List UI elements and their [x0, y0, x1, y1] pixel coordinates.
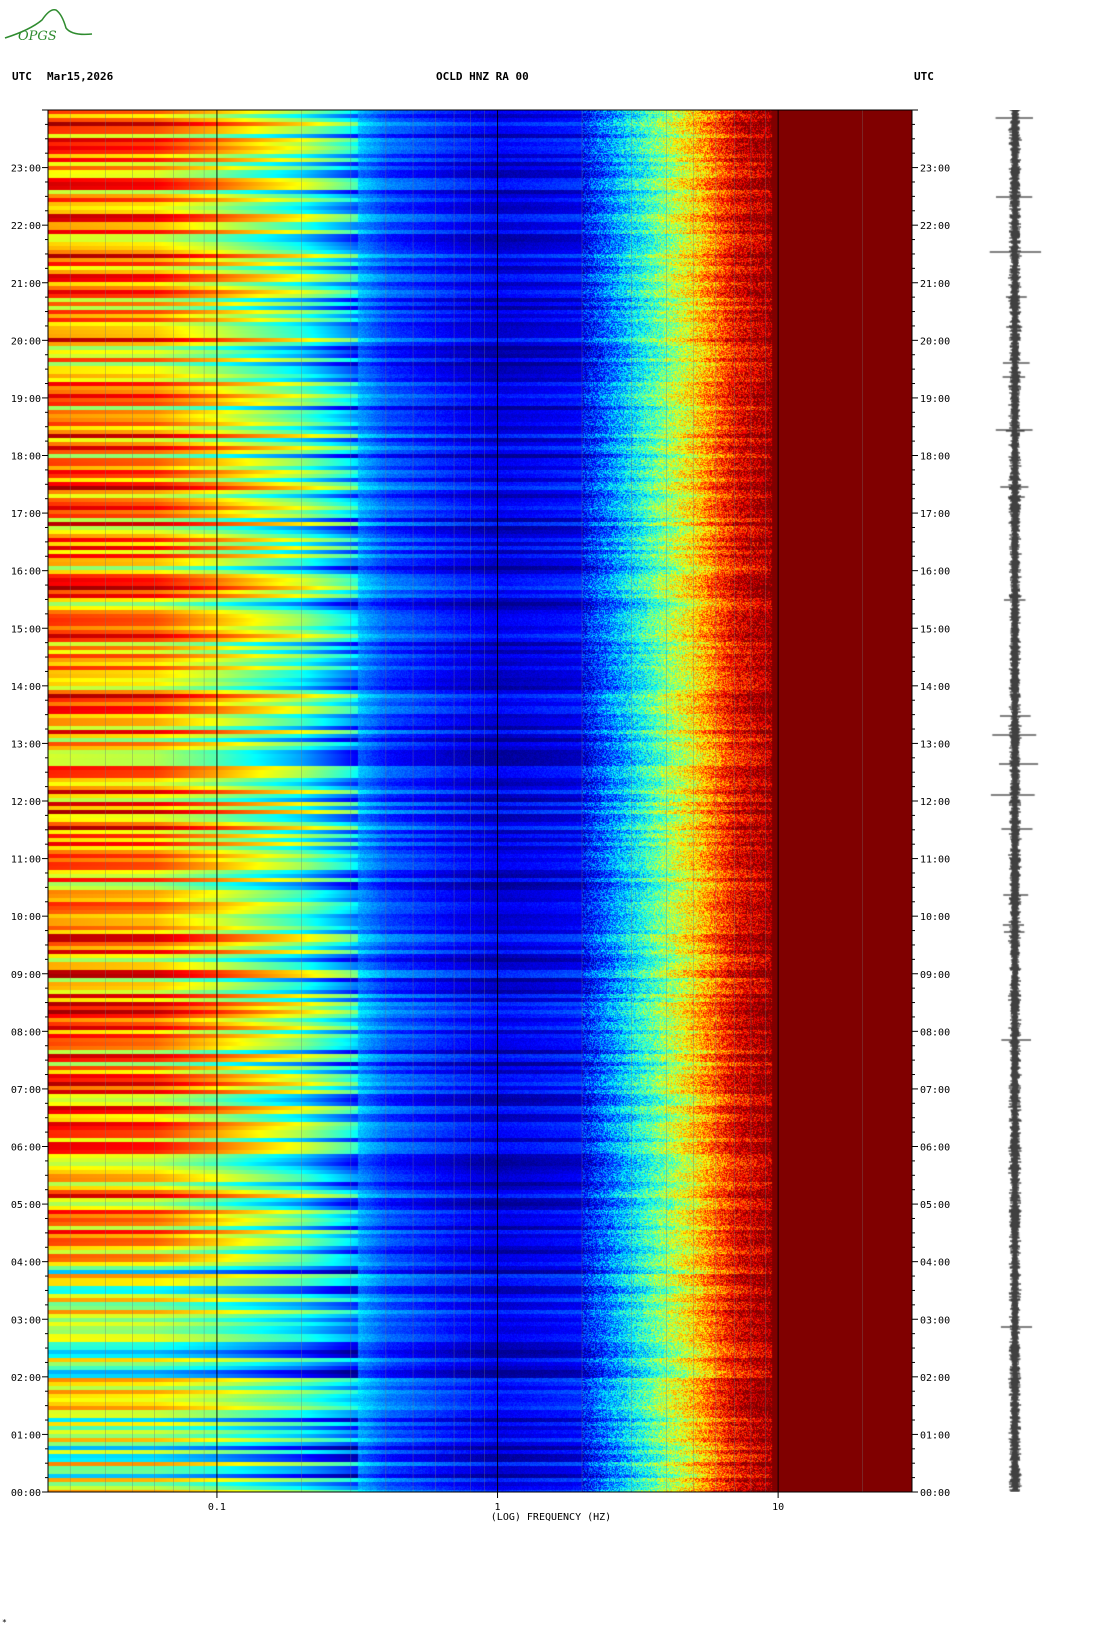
- y-tick-label-left: 13:00: [11, 739, 41, 750]
- y-tick-label-right: 06:00: [920, 1143, 950, 1154]
- y-tick-label-right: 13:00: [920, 739, 950, 750]
- y-tick-label-right: 02:00: [920, 1373, 950, 1384]
- y-tick-label-right: 17:00: [920, 509, 950, 520]
- opgs-logo: OPGS: [4, 8, 93, 44]
- y-tick-label-right: 12:00: [920, 797, 950, 808]
- x-axis-ticks: 0.1 1 10: [208, 1492, 784, 1513]
- x-tick-label: 0.1: [208, 1502, 226, 1513]
- y-tick-label-right: 08:00: [920, 1027, 950, 1038]
- y-tick-label-left: 08:00: [11, 1027, 41, 1038]
- x-tick-label: 10: [772, 1502, 784, 1513]
- y-tick-label-right: 18:00: [920, 452, 950, 463]
- y-tick-label-left: 23:00: [11, 164, 41, 175]
- y-tick-label-right: 10:00: [920, 912, 950, 923]
- seismogram-trace: [980, 110, 1050, 1492]
- y-tick-label-right: 22:00: [920, 221, 950, 232]
- y-axis-ticks: 00:00 00:00 01:00 01:00 02:00 02:00 03:00 03:00…: [11, 109, 950, 1499]
- y-tick-label-left: 21:00: [11, 279, 41, 290]
- plot-frame: [47, 109, 913, 1493]
- y-tick-label-right: 01:00: [920, 1430, 950, 1441]
- y-tick-label-right: 19:00: [920, 394, 950, 405]
- y-tick-label-right: 05:00: [920, 1200, 950, 1211]
- y-tick-label-left: 18:00: [11, 452, 41, 463]
- left-timezone: UTC: [12, 70, 32, 83]
- y-tick-label-left: 12:00: [11, 797, 41, 808]
- y-tick-label-left: 16:00: [11, 567, 41, 578]
- station-label: OCLD HNZ RA 00: [436, 70, 529, 83]
- y-tick-label-left: 05:00: [11, 1200, 41, 1211]
- spectrogram-heatmap: [48, 110, 912, 1492]
- y-tick-label-right: 11:00: [920, 855, 950, 866]
- y-tick-label-right: 04:00: [920, 1258, 950, 1269]
- frequency-gridlines: [69, 110, 913, 1492]
- logo-text: OPGS: [18, 29, 57, 44]
- y-tick-label-left: 09:00: [11, 970, 41, 981]
- y-tick-label-right: 21:00: [920, 279, 950, 290]
- x-tick-label: 1: [495, 1502, 501, 1513]
- y-tick-label-left: 14:00: [11, 682, 41, 693]
- right-timezone: UTC: [914, 70, 934, 83]
- y-tick-label-left: 06:00: [11, 1143, 41, 1154]
- y-tick-label-left: 04:00: [11, 1258, 41, 1269]
- y-tick-label-left: 17:00: [11, 509, 41, 520]
- y-tick-label-left: 19:00: [11, 394, 41, 405]
- y-tick-label-right: 14:00: [920, 682, 950, 693]
- y-tick-label-right: 23:00: [920, 164, 950, 175]
- x-axis-label: (LOG) FREQUENCY (HZ): [490, 1512, 612, 1523]
- y-tick-label-left: 15:00: [11, 624, 41, 635]
- y-tick-label-left: 02:00: [11, 1373, 41, 1384]
- y-tick-label-right: 15:00: [920, 624, 950, 635]
- y-tick-label-left: 07:00: [11, 1085, 41, 1096]
- y-tick-label-left: 22:00: [11, 221, 41, 232]
- y-tick-label-left: 20:00: [11, 336, 41, 347]
- y-tick-label-right: 03:00: [920, 1315, 950, 1326]
- y-tick-label-left: 03:00: [11, 1315, 41, 1326]
- date-label: Mar15,2026: [47, 70, 114, 83]
- y-tick-label-right: 00:00: [920, 1488, 950, 1499]
- y-tick-label-right: 09:00: [920, 970, 950, 981]
- y-tick-label-left: 10:00: [11, 912, 41, 923]
- y-tick-label-right: 16:00: [920, 567, 950, 578]
- y-tick-label-left: 01:00: [11, 1430, 41, 1441]
- y-tick-label-right: 20:00: [920, 336, 950, 347]
- corner-mark: *: [2, 1618, 7, 1627]
- y-tick-label-left: 00:00: [11, 1488, 41, 1499]
- y-tick-label-right: 07:00: [920, 1085, 950, 1096]
- y-tick-label-left: 11:00: [11, 855, 41, 866]
